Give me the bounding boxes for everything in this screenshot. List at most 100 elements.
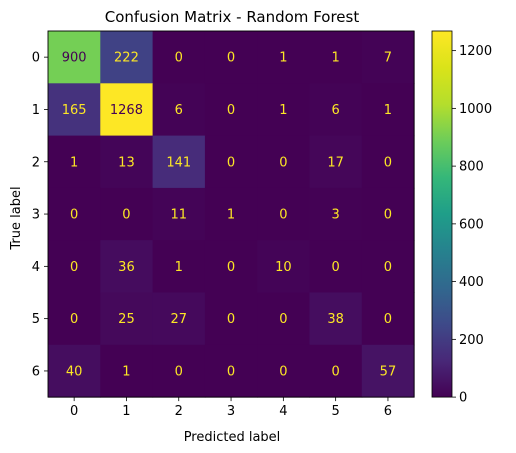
colorbar	[431, 30, 453, 398]
cell-value-label: 17	[327, 155, 344, 170]
heatmap-cell	[361, 344, 415, 398]
cell-value-label: 900	[62, 51, 87, 66]
cell-value-label: 0	[384, 155, 392, 170]
heatmap-cell	[100, 344, 154, 398]
cell-value-label: 25	[118, 312, 135, 327]
cell-value-label: 57	[380, 364, 397, 379]
cell-value-label: 0	[70, 260, 78, 275]
heatmap-cell	[204, 187, 258, 241]
cell-value-label: 1	[122, 364, 130, 379]
x-tick-label: 6	[384, 404, 392, 419]
x-tick-label: 0	[70, 404, 78, 419]
heatmap-cell	[257, 31, 310, 84]
colorbar-ticks: 0 200 400 600 800 1000 1200	[452, 44, 492, 406]
heatmap-cell	[152, 83, 206, 137]
heatmap-cell	[152, 31, 206, 84]
heatmap-cell	[48, 135, 101, 189]
heatmap-cell	[204, 240, 258, 293]
colorbar-tick-label: 1000	[459, 102, 492, 117]
chart-title: Confusion Matrix - Random Forest	[105, 8, 360, 26]
heatmap-cell	[361, 292, 415, 346]
heatmap-cell	[309, 31, 363, 84]
heatmap-cell	[100, 240, 154, 293]
cell-value-label: 1	[279, 51, 287, 66]
cell-value-label: 0	[175, 364, 183, 379]
y-axis-label: True label	[9, 186, 24, 250]
y-tick-label: 2	[32, 155, 40, 170]
cell-value-label: 0	[227, 364, 235, 379]
x-tick-label: 5	[332, 404, 340, 419]
heatmap-cell	[204, 83, 258, 137]
y-tick-label: 0	[32, 51, 40, 66]
cell-value-label: 165	[62, 103, 87, 118]
cell-value-label: 0	[227, 103, 235, 118]
cell-value-label: 0	[227, 155, 235, 170]
cell-value-label: 0	[175, 51, 183, 66]
cell-value-label: 27	[170, 312, 187, 327]
cell-value-label: 0	[227, 260, 235, 275]
x-tick-label: 4	[279, 404, 287, 419]
heatmap-cell	[48, 31, 101, 84]
heatmap-cell	[257, 240, 310, 293]
cell-value-label: 1268	[110, 103, 143, 118]
heatmap-cell	[257, 344, 310, 398]
heatmap-cell	[361, 135, 415, 189]
y-tick-label: 3	[32, 208, 40, 223]
cell-value-label: 0	[227, 312, 235, 327]
cell-value-label: 0	[279, 364, 287, 379]
heatmap-cell	[204, 31, 258, 84]
heatmap-cell	[152, 135, 206, 189]
cell-value-label: 0	[279, 208, 287, 223]
heatmap-cell	[309, 240, 363, 293]
heatmap-cell	[48, 187, 101, 241]
heatmap-cell	[100, 187, 154, 241]
heatmap-cells	[48, 31, 415, 398]
cell-value-label: 6	[175, 103, 183, 118]
colorbar-tick-label: 800	[459, 160, 484, 175]
heatmap-cell	[361, 83, 415, 137]
cell-value-label: 1	[175, 260, 183, 275]
y-tick-label: 6	[32, 364, 40, 379]
x-tick-label: 1	[122, 404, 130, 419]
heatmap-cell	[257, 187, 310, 241]
colorbar-tick-label: 200	[459, 333, 484, 348]
cell-value-label: 0	[332, 260, 340, 275]
x-tick-label: 2	[175, 404, 183, 419]
colorbar-tick-label: 1200	[459, 44, 492, 59]
x-axis-ticks: 0 1 2 3 4 5 6	[70, 397, 392, 419]
heatmap-cell	[309, 83, 363, 137]
cell-value-label: 3	[332, 208, 340, 223]
cell-value-label: 13	[118, 155, 135, 170]
cell-value-label: 141	[166, 155, 191, 170]
cell-value-label: 1	[384, 103, 392, 118]
heatmap-cell	[48, 240, 101, 293]
heatmap-cell	[152, 240, 206, 293]
heatmap-cell	[48, 344, 101, 398]
heatmap-cell	[309, 344, 363, 398]
x-axis-label: Predicted label	[184, 430, 281, 445]
x-tick-label: 3	[227, 404, 235, 419]
heatmap-cell	[257, 135, 310, 189]
heatmap-cell	[309, 187, 363, 241]
cell-value-label: 0	[70, 208, 78, 223]
cell-value-label: 1	[332, 51, 340, 66]
heatmap-cell	[152, 344, 206, 398]
cell-value-label: 0	[227, 51, 235, 66]
cell-value-label: 36	[118, 260, 135, 275]
cell-value-label: 222	[114, 51, 139, 66]
heatmap-cell	[361, 240, 415, 293]
cell-value-label: 7	[384, 51, 392, 66]
cell-value-label: 0	[279, 155, 287, 170]
heatmap-cell	[152, 292, 206, 346]
cell-value-label: 1	[227, 208, 235, 223]
y-tick-label: 1	[32, 103, 40, 118]
cell-value-label: 11	[170, 208, 187, 223]
heatmap-cell	[100, 292, 154, 346]
cell-value-label: 1	[279, 103, 287, 118]
heatmap-cell	[152, 187, 206, 241]
heatmap-cell	[48, 83, 101, 137]
y-axis-ticks: 0 1 2 3 4 5 6	[32, 51, 48, 379]
heatmap-cell	[309, 135, 363, 189]
heatmap-cell	[257, 292, 310, 346]
